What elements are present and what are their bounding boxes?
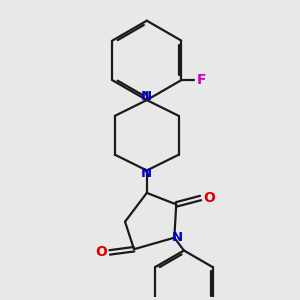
Text: N: N: [141, 90, 152, 104]
Text: O: O: [95, 245, 107, 260]
Text: F: F: [197, 73, 206, 87]
Text: O: O: [203, 191, 215, 205]
Text: N: N: [141, 167, 152, 180]
Text: N: N: [171, 231, 182, 244]
